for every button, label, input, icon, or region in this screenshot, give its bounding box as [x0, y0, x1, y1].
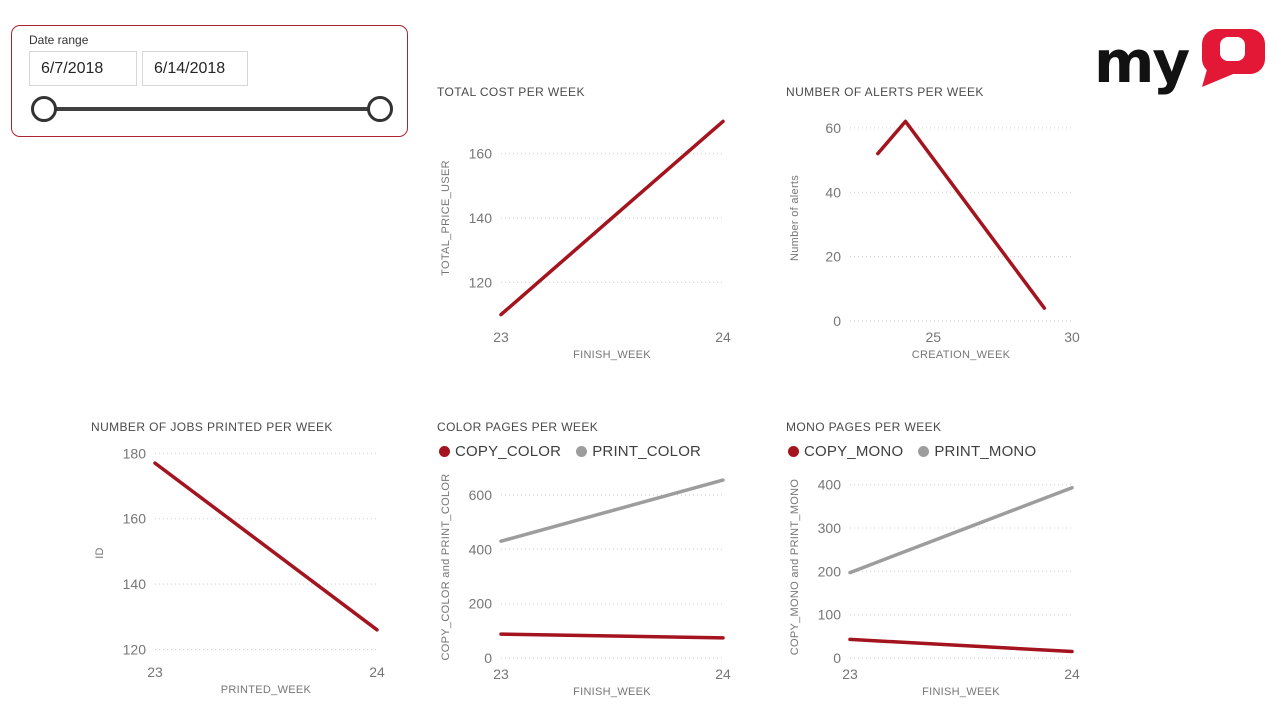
- chart-plot[interactable]: 120 140 160 180 23 24 PRINTED_WEEK ID: [91, 438, 391, 700]
- y-tick-label: 160: [469, 146, 493, 162]
- chart-title: NUMBER OF ALERTS PER WEEK: [786, 85, 984, 99]
- x-tick-label: 30: [1064, 329, 1080, 345]
- chart-title: NUMBER OF JOBS PRINTED PER WEEK: [91, 420, 333, 434]
- chart-title: TOTAL COST PER WEEK: [437, 85, 585, 99]
- y-axis-title: COPY_MONO and PRINT_MONO: [789, 479, 801, 656]
- x-tick-label: 23: [493, 666, 509, 682]
- chart-plot[interactable]: 0 20 40 60 25 30 CREATION_WEEK Number of alerts: [786, 103, 1086, 365]
- x-tick-label: 24: [369, 664, 385, 680]
- data-line[interactable]: [153, 461, 379, 632]
- chart-canvas[interactable]: 0 200 400 600 23 24 FINISH_WEEK COPY_COLOR and …: [437, 464, 737, 702]
- legend-item[interactable]: PRINT_MONO: [918, 443, 1036, 460]
- y-tick-label: 400: [818, 477, 842, 493]
- y-tick-label: 0: [484, 650, 492, 666]
- legend-dot: [439, 445, 450, 457]
- legend-dot: [576, 445, 588, 457]
- y-axis-title: Number of alerts: [789, 175, 801, 261]
- x-axis-title: FINISH_WEEK: [922, 686, 1000, 698]
- data-line[interactable]: [876, 119, 1047, 310]
- y-tick-label: 40: [825, 184, 841, 200]
- legend-item[interactable]: PRINT_COLOR: [576, 443, 701, 460]
- y-tick-label: 180: [123, 445, 147, 461]
- y-tick-label: 60: [825, 120, 841, 136]
- y-axis-title: COPY_COLOR and PRINT_COLOR: [440, 474, 452, 661]
- legend-label: PRINT_COLOR: [592, 442, 702, 460]
- chart-jobs-printed-per-week: NUMBER OF JOBS PRINTED PER WEEK 120 140 16…: [91, 420, 391, 700]
- logo-q-glyph: [1202, 29, 1265, 87]
- chart-canvas[interactable]: 0 100 200 300 400 23 24 FINISH_WEEK COPY_MONO an…: [786, 464, 1086, 702]
- chart-plot[interactable]: 120 140 160 23 24 FINISH_WEEK TOTAL_PRICE_USER: [437, 103, 737, 365]
- y-tick-label: 0: [833, 313, 841, 329]
- chart-canvas[interactable]: 120 140 160 180 23 24 PRINTED_WEEK ID: [91, 438, 391, 700]
- chart-color-pages-per-week: COLOR PAGES PER WEEK COPY_COLOR PRINT_COL…: [437, 420, 737, 702]
- legend-dot: [918, 445, 930, 457]
- chart-plot[interactable]: 0 200 400 600 23 24 FINISH_WEEK COPY_COLOR and …: [437, 464, 737, 702]
- y-tick-label: 140: [469, 210, 493, 226]
- x-tick-label: 24: [715, 666, 731, 682]
- y-tick-label: 600: [469, 487, 493, 503]
- x-axis-title: FINISH_WEEK: [573, 349, 651, 361]
- myq-logo-image: my: [1094, 28, 1265, 96]
- legend-label: PRINT_MONO: [934, 442, 1037, 460]
- chart-number-of-alerts-per-week: NUMBER OF ALERTS PER WEEK 0 20 40 60 25 30 CRE…: [786, 85, 1086, 365]
- slider-handle-start[interactable]: [31, 96, 57, 122]
- myq-logo: my: [1094, 24, 1268, 96]
- date-range-slicer: Date range: [11, 25, 408, 137]
- legend-label: COPY_COLOR: [455, 442, 562, 460]
- y-axis-title: ID: [94, 547, 106, 559]
- x-axis-title: CREATION_WEEK: [912, 349, 1011, 361]
- x-tick-label: 24: [1064, 666, 1080, 682]
- y-tick-label: 300: [818, 520, 842, 536]
- slider-track[interactable]: [44, 107, 381, 111]
- data-line[interactable]: [848, 637, 1074, 654]
- y-tick-label: 140: [123, 576, 147, 592]
- data-line[interactable]: [499, 478, 725, 543]
- logo-my-text: my: [1096, 28, 1189, 96]
- end-date-input[interactable]: [142, 51, 248, 86]
- legend-item[interactable]: COPY_MONO: [788, 443, 903, 460]
- y-tick-label: 100: [818, 607, 842, 623]
- chart-mono-pages-per-week: MONO PAGES PER WEEK COPY_MONO PRINT_MONO …: [786, 420, 1086, 702]
- chart-legend: COPY_COLOR PRINT_COLOR: [437, 438, 737, 464]
- y-tick-label: 200: [818, 563, 842, 579]
- chart-title: MONO PAGES PER WEEK: [786, 420, 942, 434]
- x-axis-title: FINISH_WEEK: [573, 686, 651, 698]
- y-tick-label: 120: [469, 274, 493, 290]
- y-axis-title: TOTAL_PRICE_USER: [440, 160, 452, 276]
- chart-plot[interactable]: 0 100 200 300 400 23 24 FINISH_WEEK COPY_MONO an…: [786, 464, 1086, 702]
- legend-item[interactable]: COPY_COLOR: [439, 443, 561, 460]
- slicer-label: Date range: [29, 33, 89, 47]
- data-line[interactable]: [499, 632, 725, 640]
- y-tick-label: 400: [469, 541, 493, 557]
- x-tick-label: 23: [493, 329, 509, 345]
- start-date-input[interactable]: [29, 51, 137, 86]
- data-line[interactable]: [499, 119, 725, 317]
- y-tick-label: 20: [825, 249, 841, 265]
- chart-legend: COPY_MONO PRINT_MONO: [786, 438, 1086, 464]
- y-tick-label: 200: [469, 596, 493, 612]
- slider-handle-end[interactable]: [367, 96, 393, 122]
- date-range-slider[interactable]: [12, 94, 407, 124]
- data-line[interactable]: [848, 485, 1074, 575]
- y-tick-label: 0: [833, 650, 841, 666]
- y-tick-label: 160: [123, 511, 147, 527]
- chart-total-cost-per-week: TOTAL COST PER WEEK 120 140 160 23 24 FINISH_…: [437, 85, 737, 365]
- x-axis-title: PRINTED_WEEK: [221, 684, 312, 696]
- chart-canvas[interactable]: 0 20 40 60 25 30 CREATION_WEEK Number of alerts: [786, 103, 1086, 365]
- legend-label: COPY_MONO: [804, 442, 904, 460]
- chart-canvas[interactable]: 120 140 160 23 24 FINISH_WEEK TOTAL_PRICE_USER: [437, 103, 737, 365]
- legend-dot: [788, 445, 799, 457]
- x-tick-label: 23: [147, 664, 163, 680]
- x-tick-label: 23: [842, 666, 858, 682]
- y-tick-label: 120: [123, 642, 147, 658]
- x-tick-label: 25: [926, 329, 942, 345]
- chart-title: COLOR PAGES PER WEEK: [437, 420, 599, 434]
- x-tick-label: 24: [715, 329, 731, 345]
